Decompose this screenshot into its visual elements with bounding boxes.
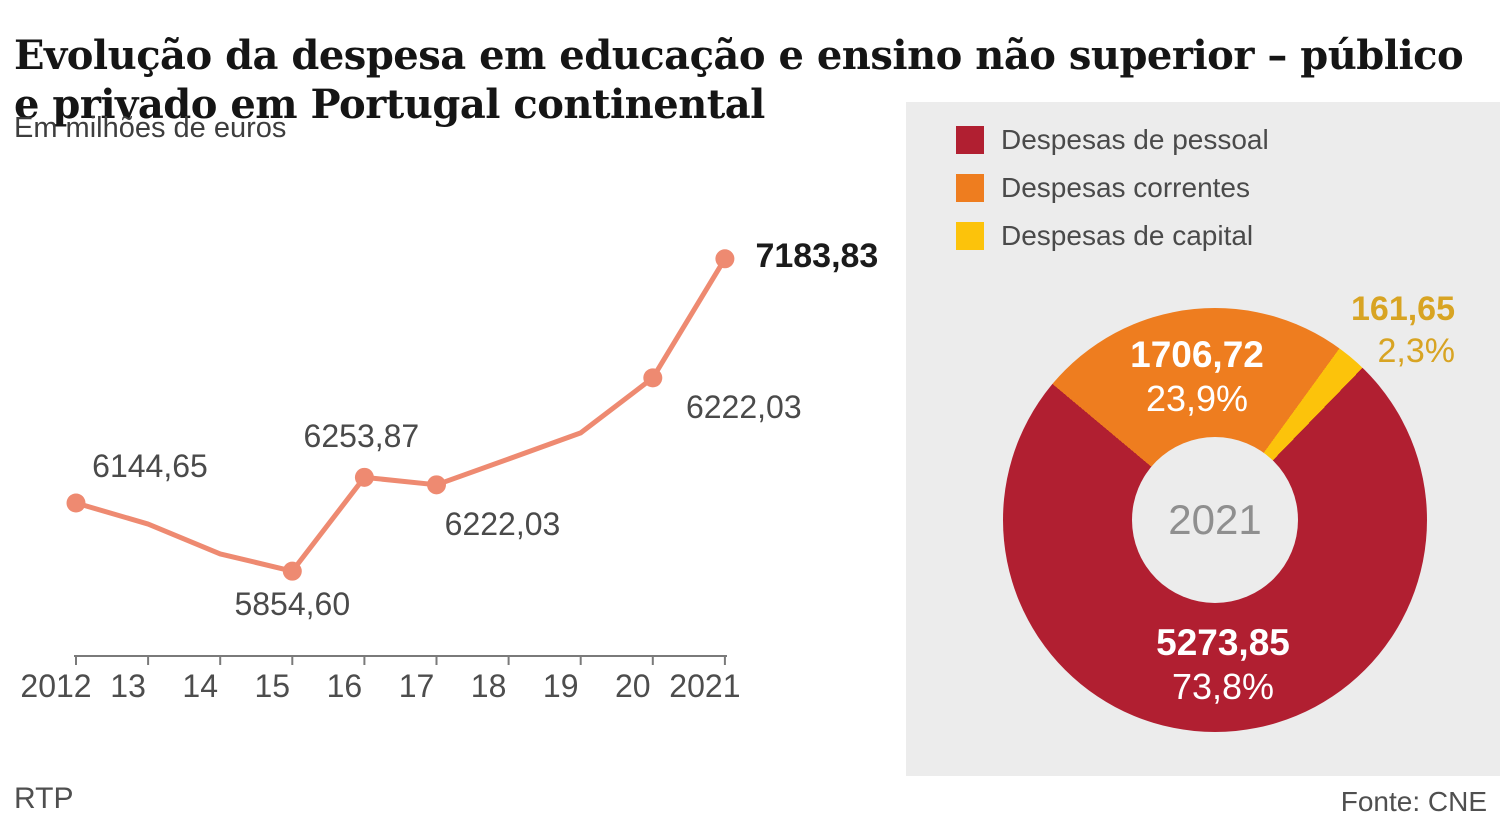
slice-pct-pessoal: 73,8% (1171, 666, 1275, 707)
data-point-label: 6222,03 (444, 505, 561, 542)
donut-panel: Despesas de pessoal Despesas correntes D… (906, 102, 1500, 776)
legend-label-capital: Despesas de capital (1001, 220, 1254, 251)
slice-label-correntes: 1706,72 23,9% (1087, 333, 1307, 421)
legend-item-capital: Despesas de capital (956, 220, 1269, 251)
legend-item-pessoal: Despesas de pessoal (956, 124, 1269, 155)
legend: Despesas de pessoal Despesas correntes D… (956, 124, 1269, 270)
donut-center-year: 2021 (1168, 496, 1262, 543)
x-axis-label: 20 (615, 668, 651, 704)
slice-value-pessoal: 5273,85 (1156, 622, 1290, 663)
x-axis-label: 13 (110, 668, 146, 704)
donut-hole: 2021 (1132, 437, 1298, 603)
donut-chart: 2021 (1003, 308, 1427, 732)
slice-pct-capital: 2,3% (1377, 332, 1456, 370)
x-axis-label: 16 (326, 668, 363, 704)
chart-unit-subtitle: Em milhões de euros (14, 112, 287, 144)
x-axis-label: 17 (398, 668, 435, 704)
x-axis-label: 19 (542, 668, 579, 704)
line-chart-svg (66, 249, 735, 665)
slice-label-pessoal: 5273,85 73,8% (1113, 621, 1333, 709)
slice-label-capital: 161,65 2,3% (1235, 288, 1455, 372)
data-point-label: 6253,87 (303, 418, 420, 455)
legend-label-correntes: Despesas correntes (1001, 172, 1251, 203)
page-title: Evolução da despesa em educação e ensino… (14, 31, 1474, 129)
slice-pct-correntes: 23,9% (1145, 378, 1249, 419)
title-line-2: e privado em Portugal continental (14, 80, 765, 128)
legend-item-correntes: Despesas correntes (956, 172, 1269, 203)
data-point-label: 5854,60 (234, 586, 351, 623)
x-axis-label: 18 (470, 668, 507, 704)
x-axis-label: 2012 (20, 668, 92, 704)
data-point-label: 7183,83 (755, 236, 879, 275)
source-label: Fonte: CNE (1340, 786, 1487, 817)
slice-value-capital: 161,65 (1351, 290, 1455, 328)
legend-swatch-correntes-icon (956, 174, 984, 202)
x-axis-label: 14 (182, 668, 218, 704)
slice-value-correntes: 1706,72 (1130, 334, 1264, 375)
brand-rtp: RTP (14, 782, 74, 815)
x-axis-label: 15 (254, 668, 291, 704)
data-point-label: 6222,03 (685, 388, 802, 425)
legend-swatch-capital-icon (956, 222, 984, 250)
data-point-label: 6144,65 (92, 448, 208, 484)
legend-swatch-pessoal-icon (956, 126, 984, 154)
title-line-1: Evolução da despesa em educação e ensino… (14, 31, 1464, 79)
legend-label-pessoal: Despesas de pessoal (1001, 124, 1269, 155)
x-axis-label: 2021 (669, 668, 741, 704)
line-chart: 2012 6144,65 13 14 15 5854,60 16 6253,87 17 6222,… (20, 236, 879, 704)
